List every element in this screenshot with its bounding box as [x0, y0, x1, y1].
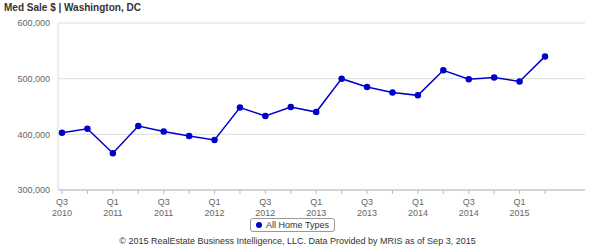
svg-text:2015: 2015 [510, 208, 530, 218]
svg-text:Q1: Q1 [310, 197, 322, 207]
svg-text:2014: 2014 [408, 208, 428, 218]
svg-text:Q1: Q1 [514, 197, 526, 207]
svg-text:2012: 2012 [205, 208, 225, 218]
svg-text:2014: 2014 [459, 208, 479, 218]
svg-text:Q3: Q3 [463, 197, 475, 207]
svg-text:2011: 2011 [103, 208, 122, 218]
svg-text:Q3: Q3 [259, 197, 271, 207]
svg-text:600,000: 600,000 [17, 18, 50, 28]
svg-text:Q3: Q3 [361, 197, 373, 207]
html-text:Med Sale $ | Washington, DC: Med Sale $ | Washington, DC [4, 2, 141, 13]
html-text:All Home Types: All Home Types [266, 220, 329, 230]
svg-text:Q1: Q1 [412, 197, 424, 207]
svg-text:2012: 2012 [255, 208, 275, 218]
svg-text:Q1: Q1 [107, 197, 119, 207]
html-text:© 2015 RealEstate Business Int: © 2015 RealEstate Business Intelligence,… [119, 236, 476, 246]
svg-text:2010: 2010 [52, 208, 72, 218]
svg-text:Q3: Q3 [56, 197, 68, 207]
svg-text:400,000: 400,000 [17, 130, 50, 140]
svg-text:2013: 2013 [306, 208, 326, 218]
svg-text:500,000: 500,000 [17, 74, 50, 84]
svg-text:300,000: 300,000 [17, 185, 50, 195]
svg-text:Q3: Q3 [158, 197, 170, 207]
svg-text:2011: 2011 [154, 208, 173, 218]
svg-text:Q1: Q1 [209, 197, 221, 207]
svg-text:2013: 2013 [357, 208, 377, 218]
